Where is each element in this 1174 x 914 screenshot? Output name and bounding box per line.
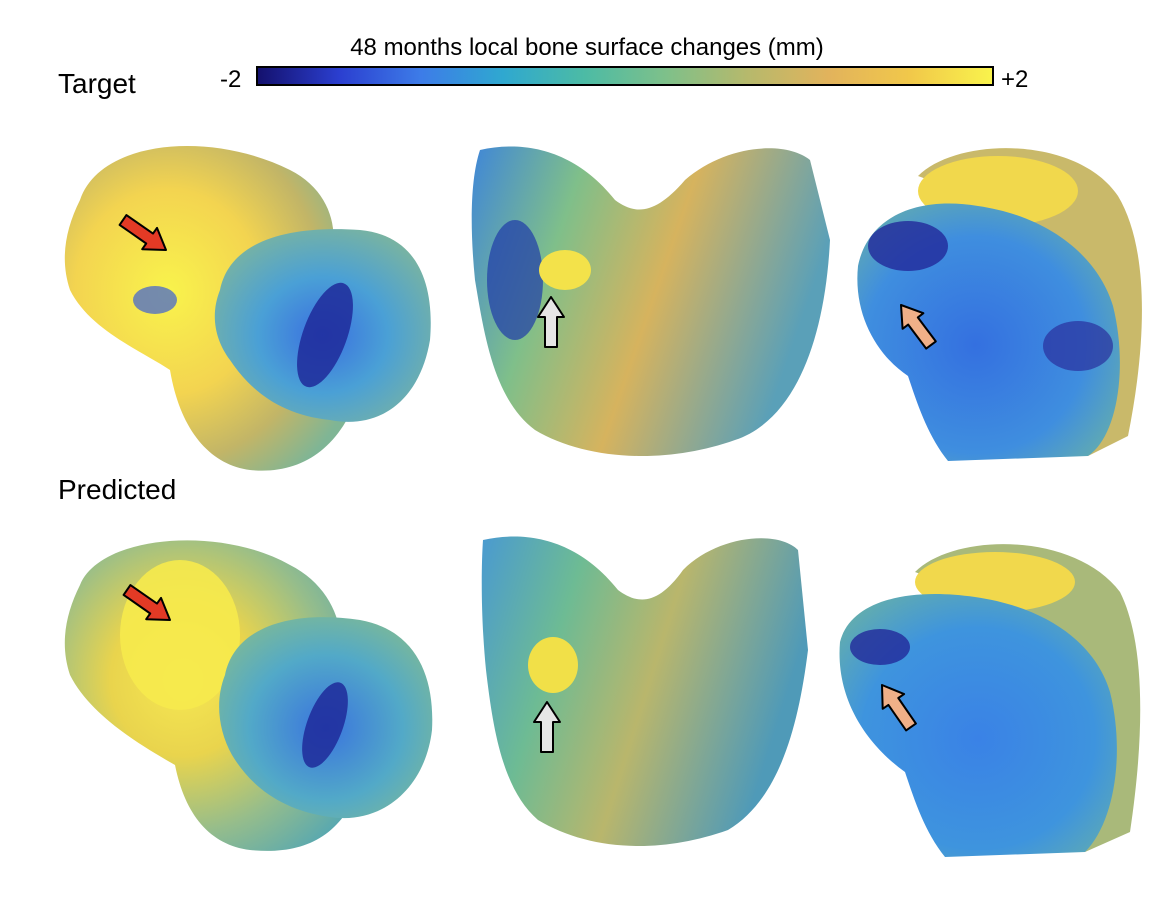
predicted-arrow-2 — [533, 701, 561, 753]
colorbar-min-label: -2 — [220, 66, 242, 93]
predicted-view-1 — [60, 525, 440, 855]
colorbar-title: 48 months local bone surface changes (mm… — [350, 34, 824, 61]
predicted-view-2 — [478, 530, 813, 855]
target-arrow-3 — [900, 304, 937, 350]
colorbar — [256, 66, 994, 86]
target-view-3 — [848, 136, 1153, 466]
predicted-bone-2 — [481, 536, 808, 847]
row-label-target: Target — [58, 68, 136, 99]
predicted-view-3 — [835, 532, 1150, 862]
target-view-2 — [465, 140, 835, 465]
target-arrow-1 — [118, 214, 167, 251]
target-bone-2 — [471, 146, 830, 457]
predicted-bone-3 — [839, 594, 1117, 857]
predicted-arrow-1 — [122, 584, 171, 621]
colorbar-max-label: +2 — [1001, 66, 1029, 93]
target-arrow-2 — [537, 296, 565, 348]
predicted-arrow-3 — [881, 684, 917, 732]
row-label-predicted: Predicted — [58, 474, 177, 505]
